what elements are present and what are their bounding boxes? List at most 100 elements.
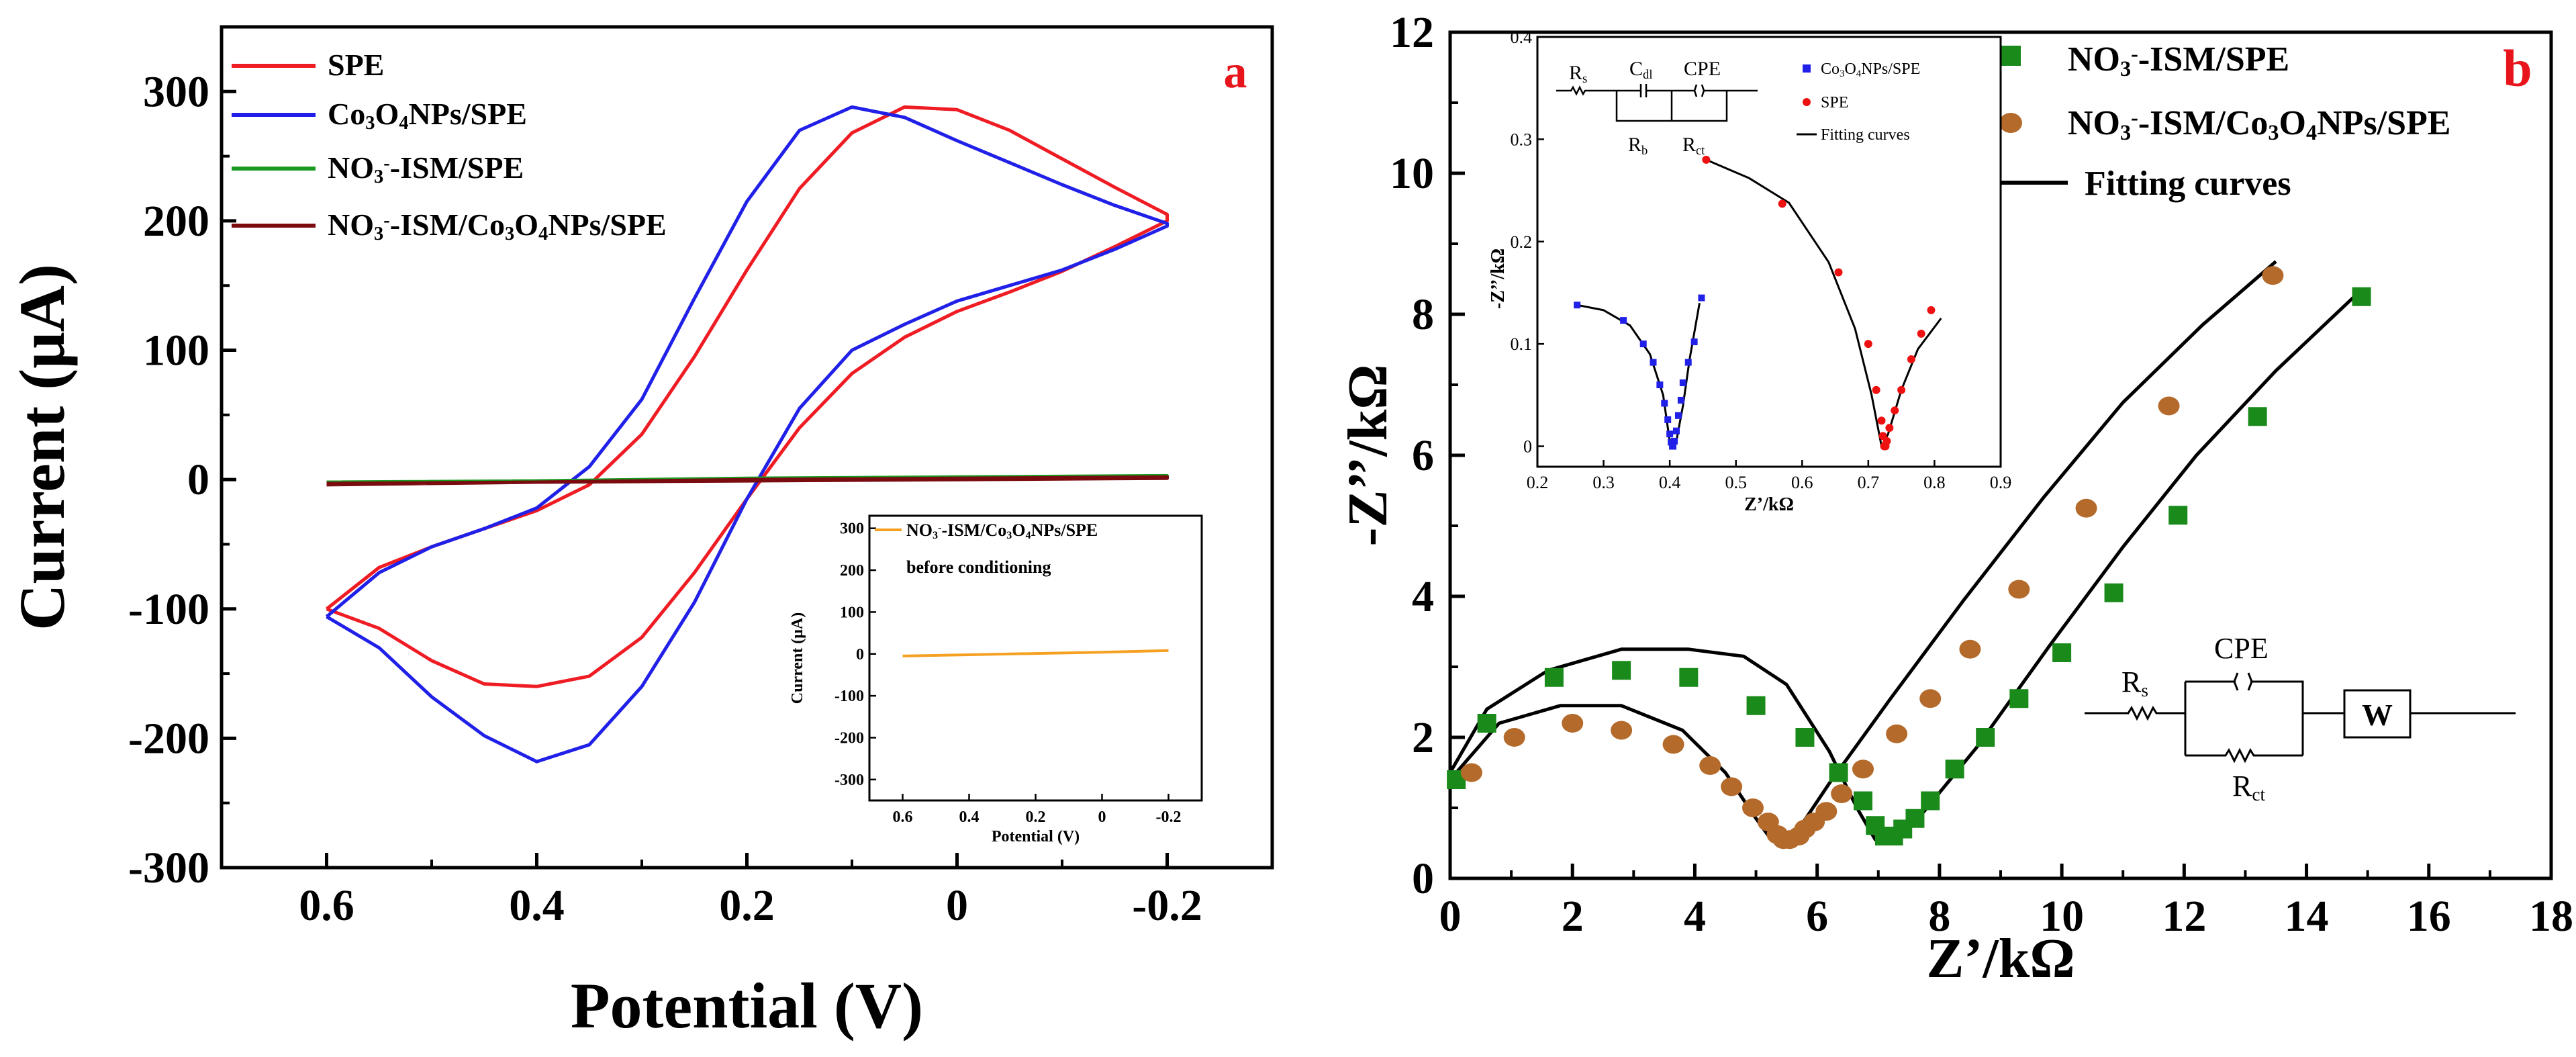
inset-data-point-circle [1834,268,1843,277]
y-tick-label: 200 [143,197,209,246]
inset-data-point-circle [1885,424,1894,432]
inset-data-point-square [1673,427,1680,434]
x-tick-label: 0 [946,881,968,930]
inset-x-tick-label: 0.5 [1725,473,1747,492]
inset-x-tick-label: 0.2 [1527,473,1549,492]
series-line [325,105,1169,688]
data-point-square [2009,689,2029,708]
cpe-element [2233,672,2253,691]
inset-cpe-element [1693,84,1705,97]
inset-data-point-square [1639,340,1647,348]
inset-data-point-circle [1917,329,1925,338]
inset-y-tick-label: 0.2 [1511,232,1533,252]
inset-y-tick-label: 300 [840,520,864,538]
inset-legend-label: Co3O4NPs/SPE [1821,60,1920,79]
data-point-square [2168,506,2188,525]
panel-b: 0 2 4 6 8 10 12 14 16 18 0 2 4 6 8 10 12 Z’/kΩ -Z’’/kΩ b NO3… [1337,8,2573,990]
inset-legend-label: NO3--ISM/Co3O4NPs/SPE [906,520,1098,541]
inset-data-point-square [1650,359,1657,366]
circuit-label-rs: Rs [2121,665,2148,700]
data-point-square [2352,287,2371,306]
data-point-square [2052,643,2072,662]
inset-x-tick-label: 0.2 [1026,809,1046,826]
inset-y-tick-label: -200 [834,729,864,747]
inset-data-point-square [1677,396,1684,404]
inset-data-point-circle [1882,436,1891,445]
data-point-circle [2008,580,2030,599]
y-tick-label: -300 [128,843,209,892]
data-point-circle [1503,728,1525,747]
inset-data-point-square [1574,302,1581,309]
data-point-square [1612,661,1631,680]
data-point-square [1945,760,1964,779]
legend-label: SPE [328,48,384,82]
inset-data-point-circle [1864,340,1872,349]
x-tick-label: 0.4 [509,881,565,930]
data-point-square [1679,668,1699,687]
inset-data-point-square [1690,338,1698,346]
inset-data-point-square [1661,400,1668,407]
data-point-circle [1886,724,1908,743]
y-tick-label: 300 [143,67,209,116]
inset-y-tick-label: -100 [834,688,864,705]
y-tick-label: -200 [128,714,209,763]
y-tick-label: 4 [1412,572,1434,621]
inset-legend-label: Fitting curves [1821,126,1910,144]
inset-y-tick-label: 0 [856,646,864,663]
inset-data-point-square [1671,437,1678,445]
panel-label: a [1224,46,1247,98]
x-axis-label: Potential (V) [571,970,923,1042]
x-tick-label: 18 [2529,892,2573,941]
inset-frame [868,514,1203,802]
data-point-square [2104,583,2124,602]
data-point-circle [2158,396,2180,416]
data-point-circle [2075,498,2097,518]
inset-circuit-label-rb: Rb [1628,134,1648,158]
legend-swatch-circle [1999,113,2022,133]
data-point-circle [1611,721,1633,740]
data-point-circle [1699,756,1721,775]
inset-equivalent-circuit [1556,84,1758,122]
inset-x-axis-label: Z’/kΩ [1744,494,1794,515]
x-tick-label: 0.6 [299,881,354,930]
inset-data-point-square [1684,359,1692,366]
data-point-circle [1742,798,1764,817]
legend-label: NO3--ISM/SPE [2068,40,2289,81]
legend-label: NO3--ISM/SPE [328,150,524,187]
panel-label: b [2503,39,2532,97]
y-tick-label: 6 [1412,431,1434,480]
inset-y-axis-label: Current (μA) [789,612,806,704]
inset-x-tick-label: 0.7 [1858,473,1880,492]
inset-data-point-square [1666,430,1674,438]
inset-data-point-square [1656,381,1664,389]
data-point-circle [2262,266,2284,285]
data-point-square [1829,763,1848,782]
x-tick-label: 16 [2407,892,2451,941]
inset-x-axis-label: Potential (V) [992,828,1080,845]
data-point-circle [1959,639,1981,659]
panel-a: 0.6 0.4 0.2 0 -0.2 -300 -200 -100 0 100 200 300 Pote… [6,25,1274,1042]
data-point-circle [1662,735,1684,754]
inset-x-tick-label: 0.4 [1659,473,1681,492]
inset-fitting-curve [1705,158,1942,447]
warburg-box [2343,689,2412,739]
y-tick-label: -100 [128,585,209,634]
inset-data-point-circle [1927,306,1936,314]
inset-y-tick-label: 0.4 [1511,28,1533,47]
inset-x-tick-label: 0.6 [1791,473,1813,492]
inset-legend-swatch-circle [1803,98,1811,106]
y-tick-label: 0 [1412,854,1434,903]
inset-y-tick-label: 0 [1523,437,1532,457]
data-point-circle [1460,763,1482,782]
inset-data-point-circle [1702,155,1711,164]
data-point-square [1976,728,1995,747]
data-point-square [1854,791,1872,811]
x-tick-label: -0.2 [1132,881,1202,930]
resistor-rs [2085,705,2185,721]
circuit-label-w: W [2362,698,2393,732]
x-tick-label: 6 [1806,892,1828,941]
data-point-circle [1721,777,1743,796]
inset-circuit-label-cpe: CPE [1684,58,1721,80]
inset-data-point-square [1620,317,1627,324]
inset-x-tick-label: 0.9 [1990,473,2012,492]
